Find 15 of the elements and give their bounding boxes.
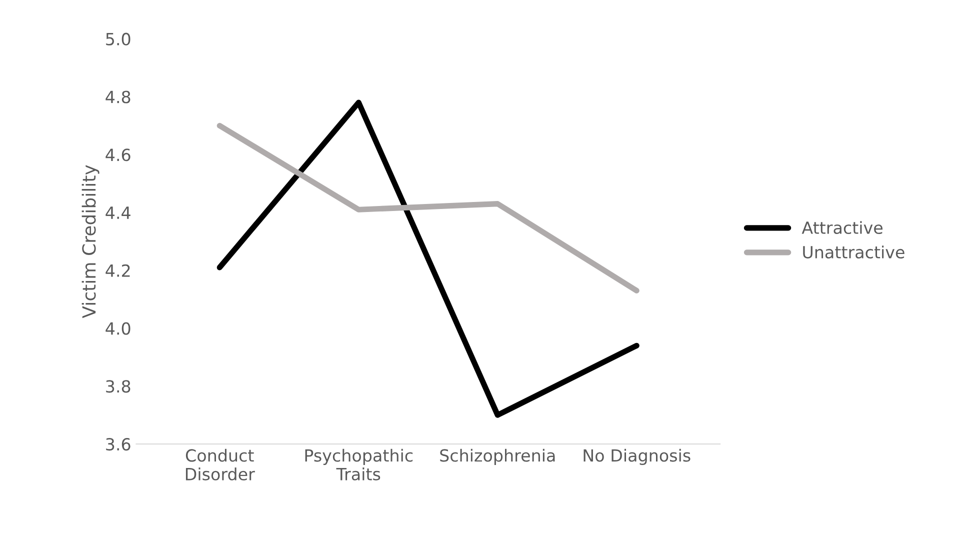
legend-label: Attractive — [802, 221, 882, 234]
y-tick-label: 4.4 — [106, 206, 130, 219]
x-tick-label: Schizophrenia — [440, 448, 555, 465]
y-tick-label: 3.6 — [106, 438, 130, 451]
y-tick-label: 5.0 — [106, 32, 130, 46]
legend-label: Unattractive — [803, 246, 904, 258]
y-tick-label: 4.0 — [106, 322, 130, 335]
y-axis-title: Victim Credibility — [82, 165, 100, 318]
y-tick-label: 4.6 — [106, 148, 130, 162]
x-tick-label: No Diagnosis — [584, 448, 690, 465]
x-tick-label: Conduct Disorder — [186, 448, 255, 480]
x-tick-label: Psychopathic Traits — [305, 448, 413, 480]
y-tick-label: 4.2 — [106, 264, 130, 277]
y-tick-label: 4.8 — [106, 90, 130, 104]
y-tick-label: 3.8 — [106, 380, 130, 393]
